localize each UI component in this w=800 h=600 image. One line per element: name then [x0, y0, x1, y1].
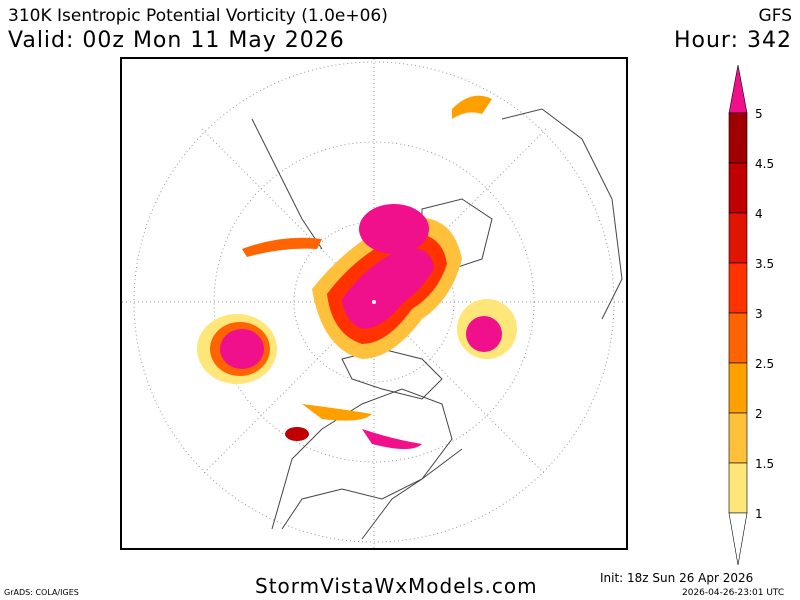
- site-watermark: StormVistaWxModels.com: [255, 574, 538, 598]
- colorbar-segment: [728, 262, 748, 314]
- colorbar-label: 2: [755, 407, 763, 421]
- grads-credit: GrADS: COLA/IGES: [4, 588, 79, 597]
- map-title: 310K Isentropic Potential Vorticity (1.0…: [8, 6, 388, 26]
- colorbar-label: 1.5: [755, 457, 774, 471]
- colorbar-segment: [728, 312, 748, 364]
- colorbar-legend: 5 4.5 4 3.5 3 2.5 2 1.5 1: [720, 60, 800, 572]
- colorbar-segment: [728, 462, 748, 514]
- pv-contours: [197, 95, 517, 449]
- colorbar-segment: [728, 412, 748, 464]
- forecast-hour: Hour: 342: [673, 28, 792, 53]
- init-time: Init: 18z Sun 26 Apr 2026: [600, 571, 754, 585]
- coastlines: [251, 108, 623, 540]
- colorbar-label: 2.5: [755, 357, 774, 371]
- colorbar-label: 4: [755, 207, 763, 221]
- colorbar-under-triangle: [728, 512, 748, 566]
- colorbar-segment: [728, 162, 748, 214]
- colorbar-label: 4.5: [755, 157, 774, 171]
- colorbar-label: 3: [755, 307, 763, 321]
- colorbar-svg: 5 4.5 4 3.5 3 2.5 2 1.5 1: [728, 64, 774, 566]
- colorbar-segment: [728, 112, 748, 164]
- colorbar-segment: [728, 212, 748, 264]
- colorbar-label: 5: [755, 107, 763, 121]
- colorbar-label: 1: [755, 507, 763, 521]
- colorbar-label: 3.5: [755, 257, 774, 271]
- colorbar-segment: [728, 362, 748, 414]
- colorbar-over-triangle: [728, 64, 748, 114]
- valid-time: Valid: 00z Mon 11 May 2026: [8, 28, 345, 53]
- map-canvas: [122, 59, 626, 548]
- polar-stereographic-map: [120, 57, 628, 550]
- generated-timestamp: 2026-04-26-23:01 UTC: [682, 588, 785, 598]
- model-name: GFS: [758, 6, 792, 26]
